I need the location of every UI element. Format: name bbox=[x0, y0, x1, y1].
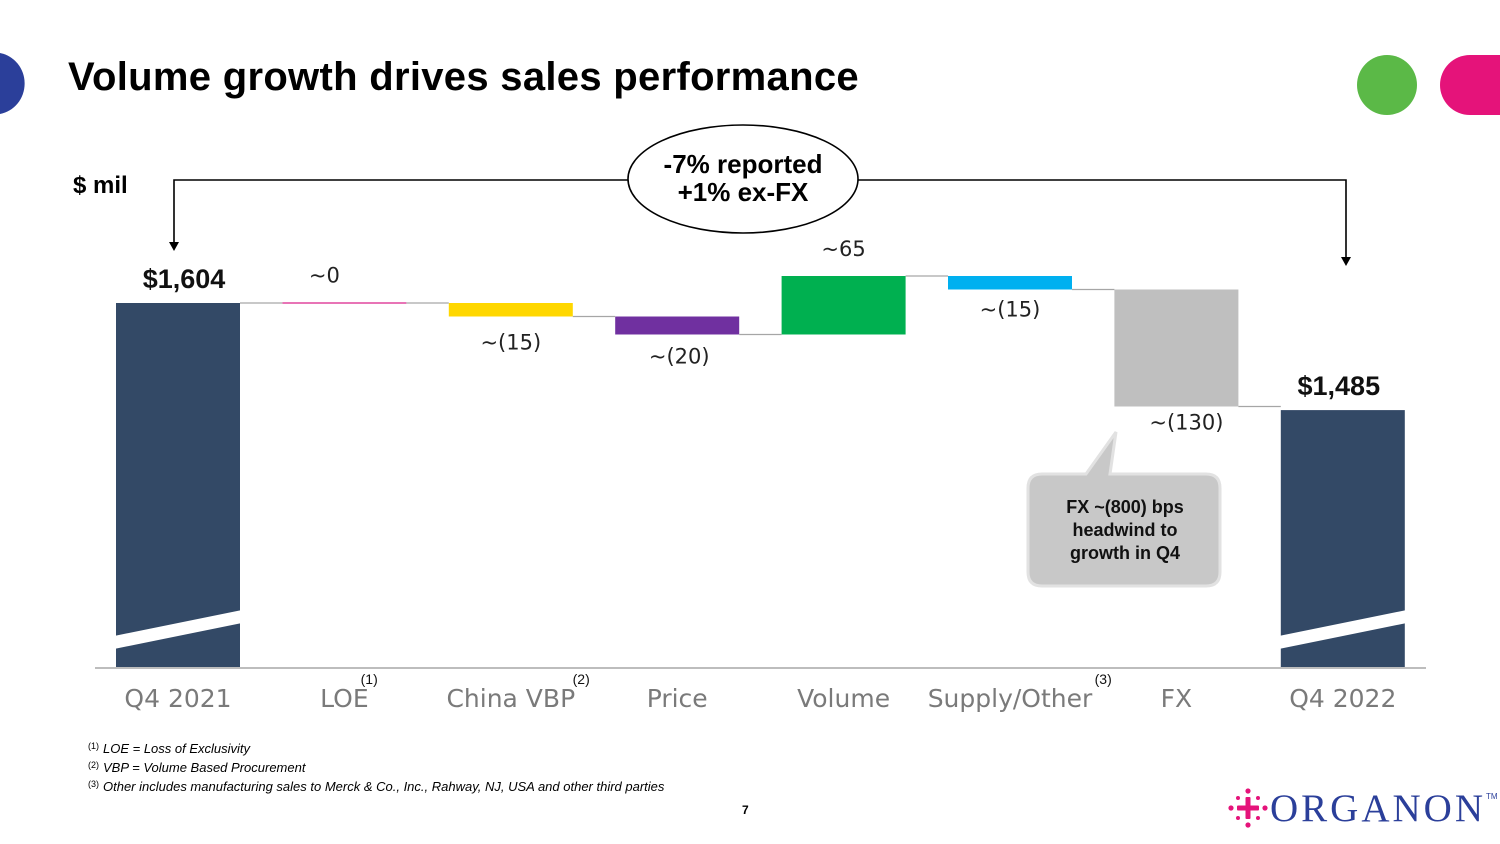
bar-loe bbox=[282, 302, 407, 304]
growth-ex-fx: +1% ex-FX bbox=[677, 177, 809, 207]
category-label-price: Price bbox=[647, 684, 708, 713]
footnotes: (1) LOE = Loss of Exclusivity (2) VBP = Vo… bbox=[88, 738, 664, 795]
green-circle bbox=[1357, 55, 1417, 115]
fx-callout-line-1: FX ~(800) bps bbox=[1066, 497, 1184, 517]
value-label-price: ~(20) bbox=[649, 345, 710, 369]
growth-bracket-left-arrow bbox=[169, 242, 179, 251]
value-label-china-vbp: ~(15) bbox=[480, 331, 541, 355]
fx-callout-bubble bbox=[1026, 431, 1222, 588]
value-label-loe: ~0 bbox=[309, 263, 340, 287]
growth-text: -7% reported +1% ex-FX bbox=[628, 150, 858, 206]
category-label-volume: Volume bbox=[797, 684, 890, 713]
growth-bracket-left bbox=[173, 179, 630, 243]
fx-callout-text: FX ~(800) bps headwind to growth in Q4 bbox=[1030, 496, 1220, 565]
growth-bracket-right bbox=[858, 179, 1347, 258]
waterfall-chart: Q4 2021 $1,604 LOE(1) ~0 China VBP(2) ~(15) Pr… bbox=[95, 124, 1426, 713]
value-label-volume: ~65 bbox=[821, 237, 865, 261]
footnote-mark-supply-other: (3) bbox=[1095, 671, 1112, 687]
category-label-q4-2022: Q4 2022 bbox=[1289, 684, 1396, 713]
value-label-supply-other: ~(15) bbox=[980, 298, 1041, 322]
left-blue-semicircle bbox=[0, 53, 25, 114]
value-label-q4-2022: $1,485 bbox=[1298, 371, 1381, 401]
value-label-q4-2021: $1,604 bbox=[143, 264, 226, 294]
growth-ellipse bbox=[627, 124, 859, 234]
green-circle-shape bbox=[1357, 55, 1417, 115]
axis-break-q4-2022 bbox=[1278, 610, 1407, 649]
growth-reported: -7% reported bbox=[663, 149, 823, 179]
category-label-supply-other: Supply/Other bbox=[928, 684, 1093, 713]
bar-fx bbox=[1114, 289, 1239, 407]
left-blue-semicircle-shape bbox=[0, 53, 25, 114]
footnote-mark-china-vbp: (2) bbox=[573, 671, 590, 687]
growth-bracket-right-arrow bbox=[1341, 257, 1351, 266]
pink-pill-shape bbox=[1440, 55, 1500, 115]
category-label-q4-2021: Q4 2021 bbox=[124, 684, 231, 713]
category-label-fx: FX bbox=[1161, 684, 1193, 713]
unit-label: $ mil bbox=[73, 172, 128, 199]
footnote-mark-loe: (1) bbox=[361, 671, 378, 687]
bar-q4-2021 bbox=[116, 303, 240, 668]
bar-supply-other bbox=[948, 276, 1072, 290]
organon-logo-tm: TM bbox=[1486, 792, 1498, 801]
organon-logo-text: ORGANON bbox=[1270, 786, 1486, 830]
category-label-china-vbp: China VBP bbox=[446, 684, 575, 713]
axis-break-q4-2021 bbox=[114, 610, 242, 649]
fx-callout-line-2: headwind to bbox=[1072, 520, 1178, 540]
page-number: 7 bbox=[742, 803, 749, 817]
footnote-2: (2) VBP = Volume Based Procurement bbox=[88, 760, 306, 775]
organon-logo-icon bbox=[1228, 788, 1268, 828]
fx-callout-line-3: growth in Q4 bbox=[1070, 543, 1180, 563]
bar-china-vbp bbox=[448, 303, 573, 317]
slide-title: Volume growth drives sales performance bbox=[68, 55, 859, 99]
category-label-loe: LOE bbox=[320, 684, 369, 713]
value-label-fx: ~(130) bbox=[1149, 411, 1223, 435]
bar-volume bbox=[781, 276, 906, 335]
footnote-3: (3) Other includes manufacturing sales to… bbox=[88, 779, 665, 794]
footnote-1: (1) LOE = Loss of Exclusivity bbox=[88, 741, 251, 756]
organon-logo: ORGANON TM bbox=[1226, 786, 1498, 830]
bar-price bbox=[615, 316, 740, 335]
pink-pill bbox=[1440, 55, 1500, 115]
